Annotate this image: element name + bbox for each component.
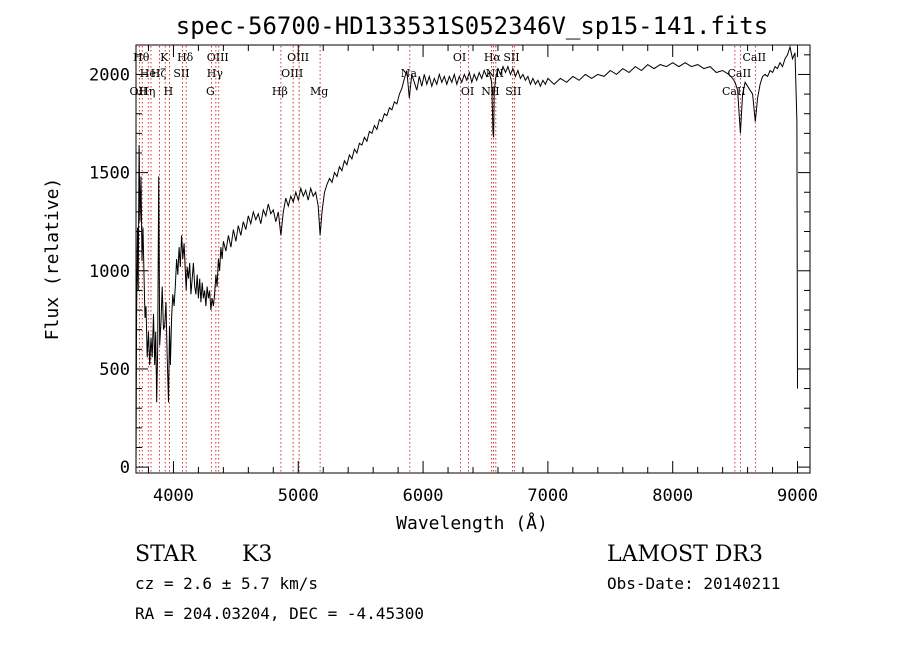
spectrum-line [135,45,798,468]
line-label: Mg [310,85,328,98]
y-tick-label: 1000 [89,262,130,282]
y-axis-ticks: 0 500 1000 1500 2000 [89,54,810,478]
x-tick-label: 6000 [403,486,444,506]
x-tick-label: 9000 [777,486,818,506]
x-axis-ticks: 4000 5000 6000 7000 8000 9000 [147,45,818,506]
spectral-line-markers [138,46,756,472]
line-label: Hα [484,51,502,64]
y-tick-label: 2000 [89,65,130,85]
line-label: OI [461,85,474,98]
line-label: OIII [281,67,303,80]
line-label: SII [505,85,521,98]
observation-date: Obs-Date: 20140211 [607,574,780,593]
line-label: Hη [139,85,155,98]
line-label: NII [481,85,499,98]
redshift-text: cz = 2.6 ± 5.7 km/s [135,574,318,593]
line-label: Hθ [133,51,150,64]
x-tick-label: 5000 [278,486,319,506]
line-label: Hδ [177,51,194,64]
x-tick-label: 4000 [153,486,194,506]
line-label: OIII [207,51,229,64]
y-tick-label: 1500 [89,164,130,184]
chart-title: spec-56700-HD133531S052346V_sp15-141.fit… [176,12,768,40]
line-label: Hζ [151,67,167,80]
y-axis-label: Flux (relative) [42,178,63,341]
survey-name: LAMOST DR3 [607,542,763,567]
x-tick-label: 8000 [652,486,693,506]
line-label: K [160,51,169,64]
y-tick-label: 0 [120,458,130,478]
line-label: CaII [728,67,752,80]
line-label: G [206,85,215,98]
y-tick-label: 500 [99,360,130,380]
object-subclass: K3 [242,542,272,567]
line-label: SII [503,51,519,64]
line-label: SII [173,67,189,80]
line-label: CaII [742,51,766,64]
coordinates-text: RA = 204.03204, DEC = -4.45300 [135,604,424,623]
line-label: H [164,85,174,98]
line-label: Hβ [272,85,288,98]
x-tick-label: 7000 [527,486,568,506]
line-label: HeI [140,67,160,80]
line-label: CaII [722,85,746,98]
line-label: OIII [287,51,309,64]
line-label: OII [130,85,148,98]
object-class: STAR [135,542,197,567]
x-axis-label: Wavelength (Å) [396,512,548,534]
line-label: OI [453,51,466,64]
line-label: Na [401,67,418,80]
plot-frame [135,44,811,474]
line-label: Hγ [207,67,224,80]
spectrum-series [135,45,798,468]
